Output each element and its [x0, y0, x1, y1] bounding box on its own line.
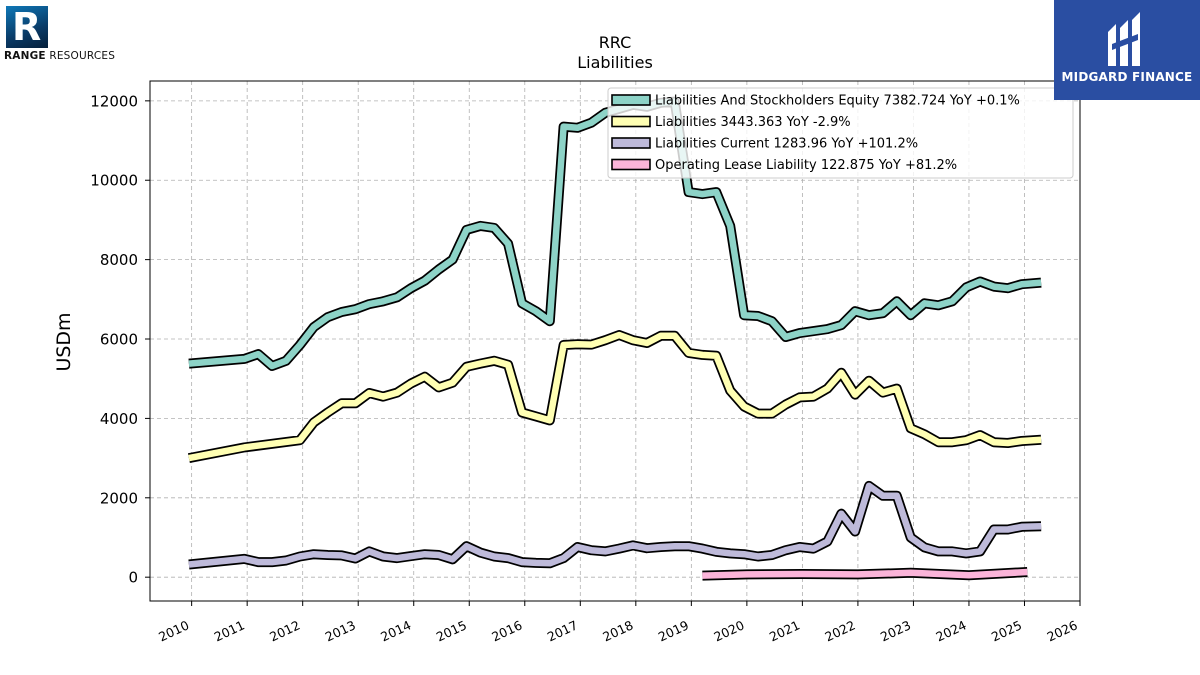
x-tick-label: 2015: [434, 617, 469, 644]
x-tick-label: 2011: [212, 617, 247, 644]
legend-box: [607, 87, 1074, 179]
midgard-glyph-icon: [1108, 12, 1140, 66]
x-tick-label: 2021: [767, 617, 802, 644]
series-line-liabilities: [188, 331, 1042, 462]
chart-subtitle: Liabilities: [577, 53, 653, 72]
y-tick-label: 0: [128, 569, 138, 587]
legend-label: Operating Lease Liability 122.875 YoY +8…: [655, 158, 957, 173]
x-tick-label: 2016: [489, 617, 524, 644]
legend-swatch: [611, 94, 651, 106]
y-tick-label: 6000: [100, 331, 138, 349]
x-tick-label: 2014: [378, 617, 413, 644]
range-resources-name: RANGE RESOURCES: [4, 50, 115, 62]
legend-label: Liabilities Current 1283.96 YoY +101.2%: [655, 137, 918, 152]
range-resources-mark: R: [6, 6, 48, 48]
midgard-finance-logo: MIDGARD FINANCE: [1054, 0, 1200, 100]
x-tick-label: 2025: [989, 617, 1024, 644]
x-tick-label: 2026: [1045, 617, 1080, 644]
y-axis-label: USDm: [53, 312, 75, 371]
x-tick-label: 2012: [267, 617, 302, 644]
x-tick-label: 2023: [878, 617, 913, 644]
midgard-finance-name: MIDGARD FINANCE: [1061, 70, 1193, 84]
x-tick-label: 2018: [600, 617, 635, 644]
legend-swatch: [611, 115, 651, 128]
y-tick-label: 10000: [90, 172, 138, 190]
x-tick-label: 2013: [323, 617, 358, 644]
legend-label: Liabilities 3443.363 YoY -2.9%: [655, 115, 851, 130]
legend-label: Liabilities And Stockholders Equity 7382…: [655, 94, 1020, 109]
legend-swatch: [611, 137, 651, 149]
x-tick-label: 2020: [711, 617, 746, 644]
x-tick-label: 2010: [156, 617, 191, 644]
x-tick-label: 2024: [933, 617, 968, 644]
x-tick-label: 2017: [545, 617, 580, 644]
series-line-operating-lease-liability: [702, 568, 1028, 579]
plot-frame: [149, 80, 1081, 602]
series-line-liabilities-current: [188, 482, 1042, 568]
chart-title: RRC: [599, 33, 632, 52]
legend-swatch: [611, 158, 651, 171]
logo-name-bold: RANGE: [4, 50, 46, 62]
logo-name-rest: RESOURCES: [45, 50, 116, 62]
y-tick-label: 4000: [100, 410, 138, 428]
y-tick-label: 8000: [100, 251, 138, 269]
range-resources-logo: R RANGE RESOURCES: [4, 4, 134, 64]
y-tick-label: 2000: [100, 489, 138, 507]
x-tick-label: 2022: [822, 617, 857, 644]
x-tick-label: 2019: [656, 617, 691, 644]
y-tick-label: 12000: [90, 92, 138, 110]
logo-letter: R: [12, 5, 42, 49]
